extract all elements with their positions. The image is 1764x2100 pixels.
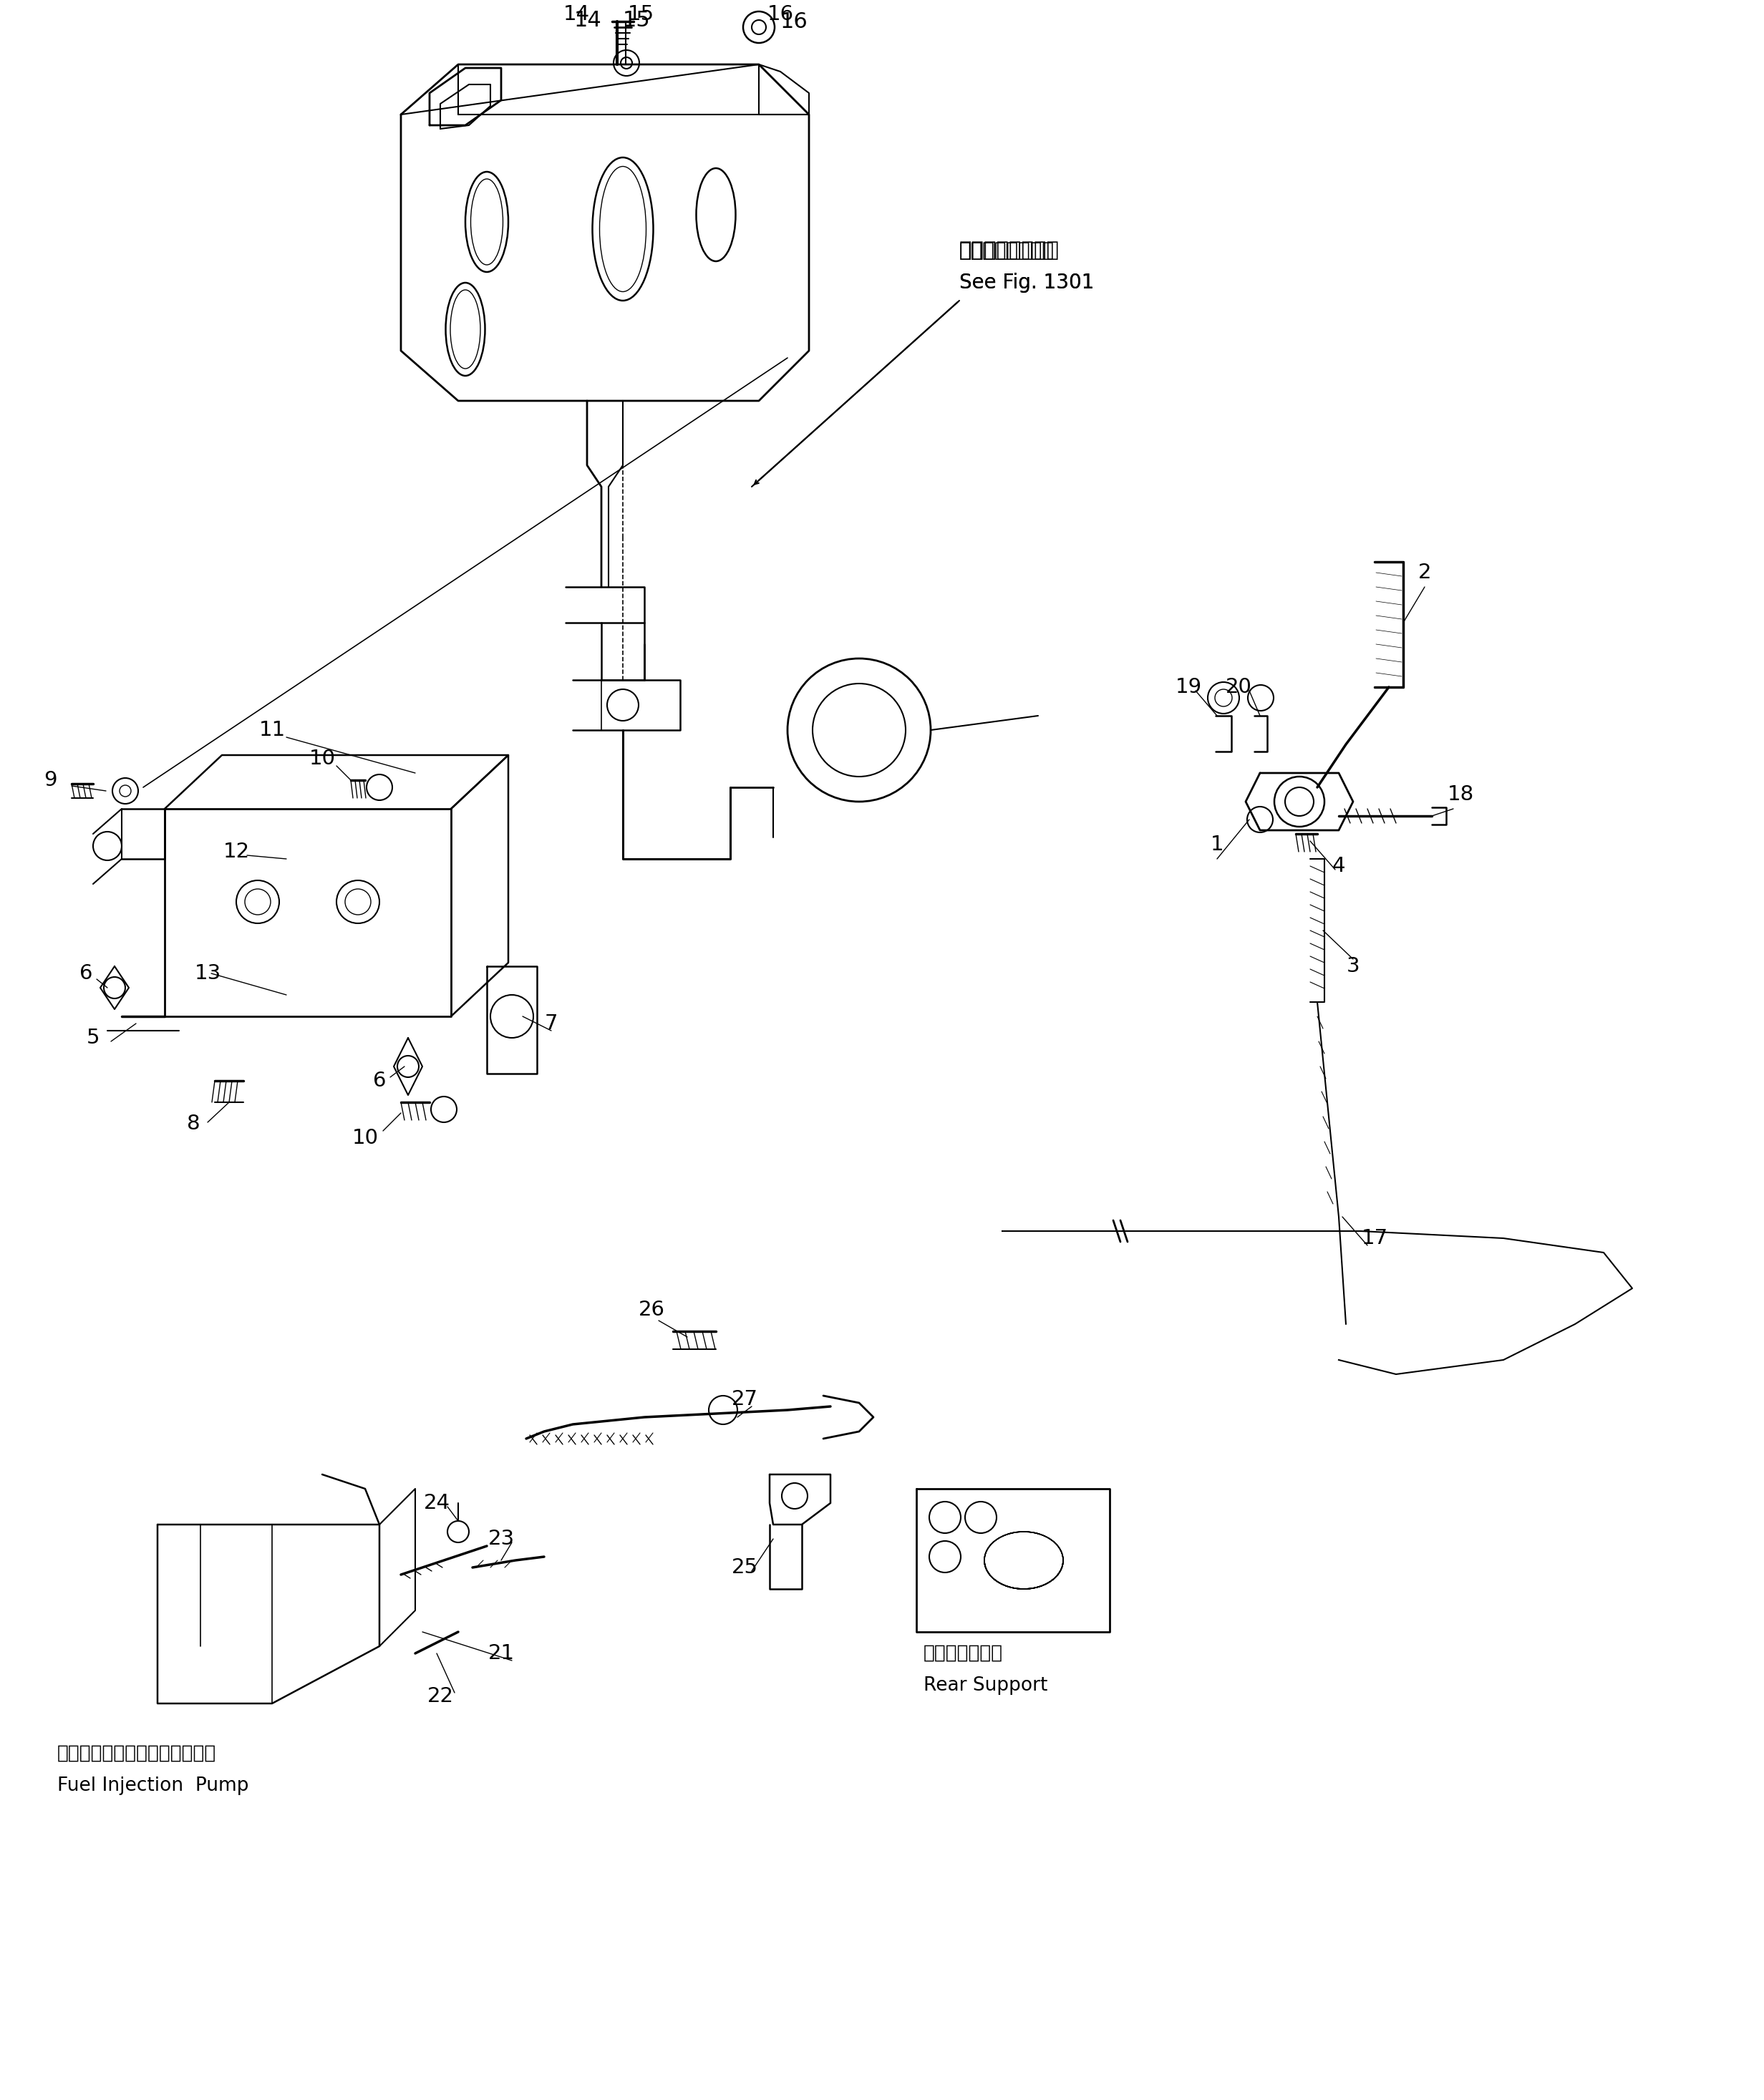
Text: 10: 10 — [351, 1128, 377, 1149]
Text: 第１３０１図参照: 第１３０１図参照 — [960, 242, 1055, 260]
Text: 6: 6 — [79, 964, 92, 983]
Text: 7: 7 — [545, 1014, 557, 1033]
Text: 18: 18 — [1446, 785, 1473, 804]
Text: 24: 24 — [423, 1493, 450, 1514]
Text: 22: 22 — [427, 1686, 453, 1707]
Text: 8: 8 — [187, 1113, 199, 1134]
Text: 15: 15 — [628, 4, 654, 25]
Text: 14: 14 — [573, 10, 602, 29]
Circle shape — [1274, 777, 1325, 827]
Text: 2: 2 — [1418, 563, 1431, 582]
Text: 16: 16 — [780, 10, 808, 32]
Text: Fuel Injection  Pump: Fuel Injection Pump — [56, 1777, 249, 1795]
Text: 21: 21 — [489, 1644, 515, 1663]
Text: 5: 5 — [86, 1027, 101, 1048]
Text: See Fig. 1301: See Fig. 1301 — [960, 273, 1094, 292]
Text: 3: 3 — [1346, 956, 1360, 976]
Text: 23: 23 — [489, 1529, 515, 1550]
Text: 19: 19 — [1175, 676, 1201, 697]
Text: 26: 26 — [639, 1300, 665, 1319]
Text: 15: 15 — [623, 10, 651, 29]
Text: 6: 6 — [372, 1071, 386, 1090]
Text: リヤーサポート: リヤーサポート — [924, 1644, 1004, 1663]
Text: 第１３０１図参照: 第１３０１図参照 — [960, 242, 1060, 260]
Text: 13: 13 — [194, 964, 220, 983]
Text: 10: 10 — [309, 750, 335, 769]
Text: 25: 25 — [732, 1558, 759, 1577]
Text: See Fig. 1301: See Fig. 1301 — [960, 273, 1094, 292]
Text: Rear Support: Rear Support — [924, 1676, 1048, 1695]
Text: 14: 14 — [563, 4, 589, 25]
Text: 16: 16 — [767, 4, 794, 25]
Text: 1: 1 — [1210, 834, 1224, 855]
Text: 12: 12 — [222, 842, 249, 861]
Text: 11: 11 — [259, 720, 286, 739]
Text: 20: 20 — [1226, 676, 1252, 697]
Text: 27: 27 — [732, 1390, 759, 1409]
Text: 4: 4 — [1332, 857, 1346, 876]
Text: フェルインジェクションポンプ: フェルインジェクションポンプ — [56, 1745, 217, 1762]
Text: 17: 17 — [1362, 1228, 1388, 1247]
Text: 9: 9 — [44, 771, 56, 790]
